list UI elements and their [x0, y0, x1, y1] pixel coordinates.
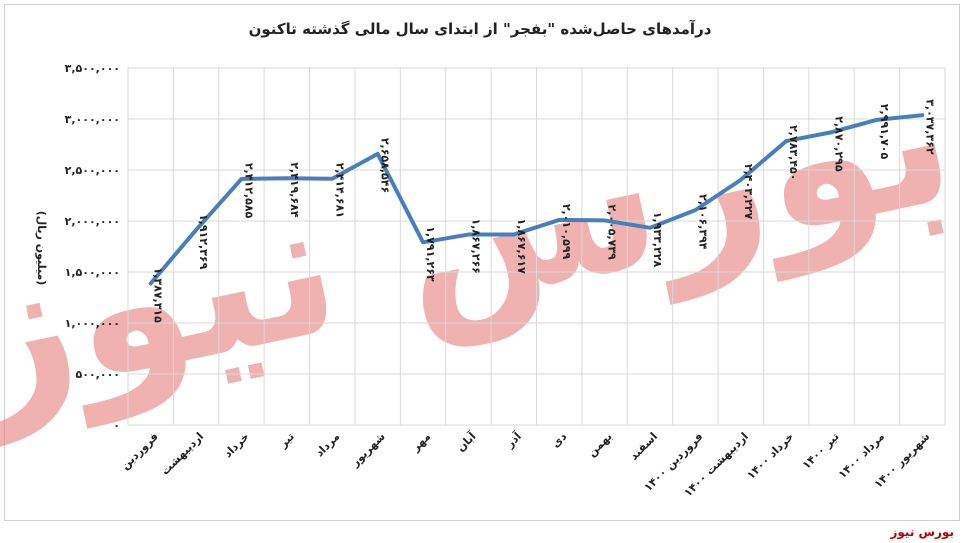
data-label: ۱,۸۶۷,۲۶۶ — [469, 219, 482, 274]
x-tick-label: مهر — [408, 430, 433, 455]
data-label: ۳,۰۳۷,۳۶۲ — [923, 99, 936, 155]
x-tick-label: آذر — [502, 429, 524, 451]
x-tick-label: مرداد — [313, 430, 342, 459]
y-tick-label: ۲,۰۰۰,۰۰۰ — [65, 215, 120, 228]
data-label: ۱,۸۶۷,۶۱۷ — [515, 219, 528, 275]
data-label: ۲,۰۱۰,۵۹۹ — [560, 204, 573, 260]
series-line — [148, 113, 925, 286]
y-tick-label: ۱,۵۰۰,۰۰۰ — [65, 266, 120, 279]
x-tick-label: تیر ۱۴۰۰ — [800, 430, 842, 472]
data-label: ۲,۴۱۲,۵۸۵ — [242, 163, 255, 219]
data-label: ۱,۹۱۲,۳۶۹ — [197, 214, 210, 270]
revenue-series-line — [148, 113, 925, 286]
y-tick-label: ۳,۰۰۰,۰۰۰ — [65, 113, 120, 126]
data-label: ۲,۷۸۳,۴۵۰ — [787, 125, 800, 180]
data-label: ۲,۴۱۹,۶۸۴ — [288, 162, 301, 218]
data-label: ۲,۴۰۳,۲۲۷ — [742, 164, 755, 220]
x-tick-label: آبان — [453, 429, 478, 454]
data-label: ۲,۸۷۰,۲۹۵ — [833, 116, 846, 172]
x-tick-label: فروردین — [118, 430, 160, 472]
y-axis-ticks: ۰ ۵۰۰,۰۰۰ ۱,۰۰۰,۰۰۰ ۱,۵۰۰,۰۰۰ ۲,۰۰۰,۰۰۰ ۲,۵۰۰… — [65, 62, 120, 432]
x-tick-label: اردیبهشت — [158, 430, 206, 478]
x-tick-label: دی — [549, 430, 570, 451]
y-tick-label: ۳,۵۰۰,۰۰۰ — [65, 62, 120, 75]
y-tick-label: ۲,۵۰۰,۰۰۰ — [65, 164, 120, 177]
data-label: ۲,۶۵۸,۵۴۶ — [379, 138, 392, 193]
data-label: ۲,۹۹۱,۷۰۵ — [878, 104, 891, 160]
gridlines — [127, 67, 946, 426]
chart-frame — [4, 4, 960, 521]
data-labels: ۱,۳۸۷,۳۱۵ ۱,۹۱۲,۳۶۹ ۲,۴۱۲,۵۸۵ ۲,۴۱۹,۶۸۴ ۲,۴۱… — [152, 99, 937, 323]
data-label: ۱,۳۸۷,۳۱۵ — [152, 267, 165, 323]
x-tick-label: تیر — [276, 430, 297, 451]
data-label: ۱,۹۳۳,۲۲۸ — [651, 212, 664, 268]
data-label: ۲,۱۰۶,۳۹۴ — [696, 194, 709, 250]
chart-title: درآمدهای حاصل‌شده "بفجر" از ابتدای سال م… — [249, 20, 712, 38]
data-label: ۱,۷۹۱,۲۶۳ — [424, 226, 437, 282]
source-label: بورس نیوز — [890, 525, 954, 539]
y-tick-label: ۱,۰۰۰,۰۰۰ — [65, 317, 120, 330]
x-tick-label: اسفند — [627, 430, 660, 463]
y-tick-label: ۰ — [113, 419, 120, 432]
data-label: ۲,۰۰۵,۷۳۹ — [606, 204, 619, 260]
x-tick-label: شهریور — [348, 430, 388, 470]
x-tick-label: خرداد — [221, 430, 251, 460]
x-tick-label: خرداد ۱۴۰۰ — [744, 430, 796, 482]
x-tick-label: بهمن — [585, 430, 614, 459]
data-label: ۲,۴۱۴,۶۸۱ — [333, 163, 346, 218]
y-axis-label: (میلیون ریال) — [35, 211, 48, 286]
y-tick-label: ۵۰۰,۰۰۰ — [76, 368, 120, 381]
